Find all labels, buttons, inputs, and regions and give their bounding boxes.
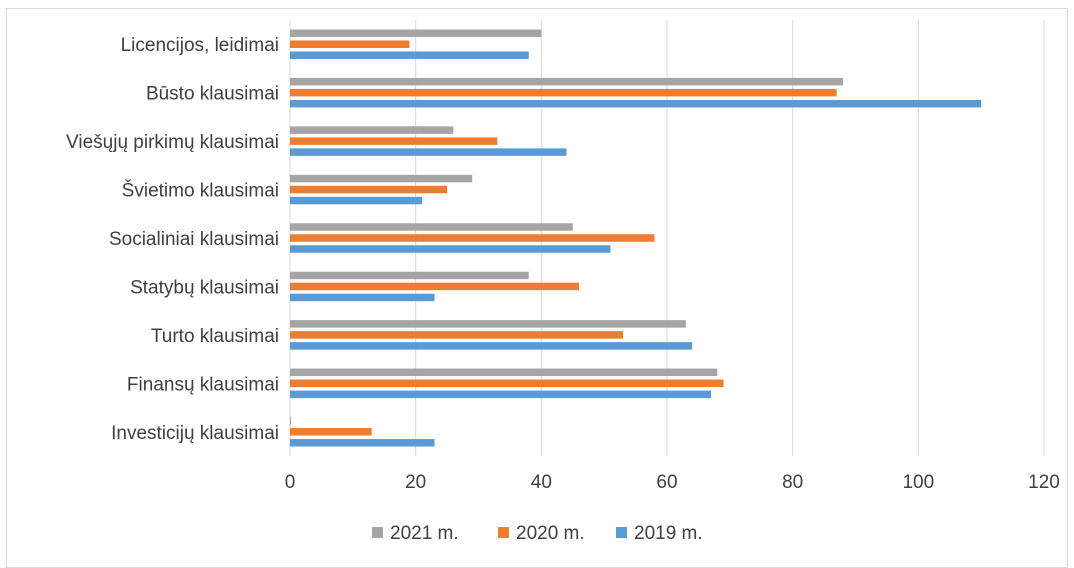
bar <box>290 331 624 339</box>
bar <box>290 428 372 436</box>
legend-swatch <box>372 527 383 538</box>
bar <box>290 234 655 242</box>
category-label: Švietimo klausimai <box>122 180 279 202</box>
legend-swatch <box>498 527 509 538</box>
bar <box>290 320 686 328</box>
category-label: Finansų klausimai <box>127 374 279 395</box>
bars <box>290 29 982 447</box>
category-label: Socialiniai klausimai <box>109 229 279 250</box>
bar <box>290 174 473 183</box>
bar <box>290 439 435 447</box>
bar <box>290 368 718 377</box>
x-tick-label: 0 <box>285 472 296 493</box>
bar <box>290 282 580 291</box>
category-label: Viešųjų pirkimų klausimai <box>66 132 279 153</box>
bar <box>290 379 724 388</box>
category-label: Būsto klausimai <box>146 84 279 105</box>
bar <box>290 148 567 156</box>
bar <box>290 185 448 194</box>
bar <box>290 245 611 253</box>
x-tick-label: 120 <box>1028 472 1060 493</box>
x-tick-label: 20 <box>405 472 426 493</box>
bar <box>290 88 837 97</box>
legend: 2021 m. 2020 m. 2019 m. <box>372 523 703 544</box>
bar-chart: Licencijos, leidimai Būsto klausimai Viešų… <box>66 20 1060 544</box>
category-label: Statybų klausimai <box>130 277 279 298</box>
bar <box>290 417 291 425</box>
x-tick-label: 60 <box>656 472 677 493</box>
bar <box>290 271 529 280</box>
category-label: Licencijos, leidimai <box>121 35 279 56</box>
legend-label: 2019 m. <box>634 523 703 544</box>
category-labels: Licencijos, leidimai Būsto klausimai Viešų… <box>66 35 279 444</box>
bar <box>290 40 410 48</box>
category-label: Turto klausimai <box>151 326 279 347</box>
legend-swatch <box>616 527 627 538</box>
x-tick-label: 80 <box>782 472 803 493</box>
x-axis-ticks: 0 20 40 60 80 100 120 <box>285 472 1060 493</box>
bar <box>290 51 529 59</box>
bar <box>290 99 982 108</box>
category-label: Investicijų klausimai <box>111 423 279 444</box>
legend-label: 2021 m. <box>390 523 459 544</box>
bar <box>290 223 573 231</box>
bar <box>290 390 711 399</box>
bar <box>290 196 422 205</box>
bar <box>290 342 693 350</box>
bar <box>290 126 454 134</box>
bar <box>290 29 542 37</box>
legend-label: 2020 m. <box>516 523 585 544</box>
bar <box>290 293 435 302</box>
bar <box>290 77 843 86</box>
bar <box>290 137 498 145</box>
x-tick-label: 40 <box>531 472 552 493</box>
x-tick-label: 100 <box>902 472 934 493</box>
